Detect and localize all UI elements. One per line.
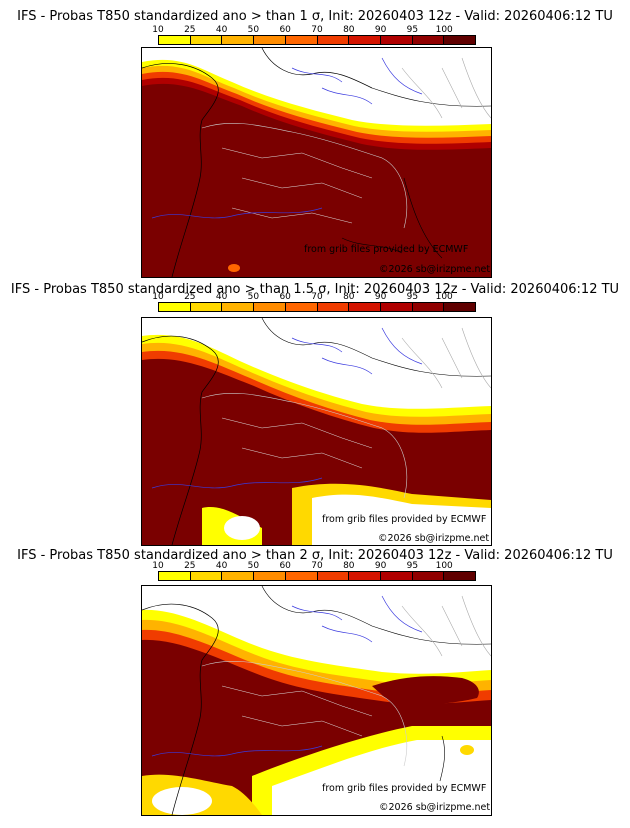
colorbar-segment [254,303,286,311]
colorbar-tick-label: 95 [406,292,419,302]
copyright: ©2026 sb@irizpme.net [379,264,491,275]
colorbar [158,571,476,581]
colorbar-segment [285,36,318,44]
colorbar-segment [317,572,350,580]
colorbar-tick-label: 100 [435,292,453,302]
colorbar-ticks: 10 25 40 50 60 70 80 90 95 100 [152,561,476,571]
data-credit: from grib files provided by ECMWF [322,783,487,794]
copyright: ©2026 sb@irizpme.net [378,533,490,544]
colorbar-tick-label: 25 [184,25,196,35]
colorbar-tick-label: 10 [152,292,164,302]
colorbar-tick-label: 80 [343,561,355,571]
panel-title: IFS - Probas T850 standardized ano > tha… [17,9,613,24]
colorbar-segment [349,572,381,580]
copyright: ©2026 sb@irizpme.net [379,802,491,813]
colorbar-tick-label: 25 [184,292,196,302]
probability-map [141,585,492,816]
colorbar-tick-label: 90 [374,561,387,571]
panel-title: IFS - Probas T850 standardized ano > tha… [17,548,613,563]
colorbar-segment [412,572,445,580]
colorbar-ticks: 10 25 40 50 60 70 80 90 95 100 [152,25,476,35]
colorbar [158,302,476,312]
colorbar-segment [380,36,413,44]
colorbar-segment [190,572,223,580]
probability-map [141,47,492,278]
colorbar-tick-label: 80 [343,292,355,302]
colorbar-segment [412,36,445,44]
colorbar-segment [285,572,318,580]
colorbar-segment [317,36,350,44]
colorbar-segment [159,36,191,44]
colorbar-tick-label: 10 [152,561,164,571]
data-credit: from grib files provided by ECMWF [322,514,487,525]
colorbar-tick-label: 50 [247,292,260,302]
colorbar-tick-label: 70 [311,25,323,35]
colorbar-segment [349,303,381,311]
colorbar-tick-label: 95 [406,561,419,571]
probability-map [141,317,492,546]
colorbar-tick-label: 40 [215,292,228,302]
colorbar-tick-label: 80 [343,25,355,35]
colorbar-segment [444,36,476,44]
colorbar-tick-label: 90 [374,292,387,302]
colorbar-segment [254,36,286,44]
colorbar-tick-label: 70 [311,561,323,571]
colorbar-segment [222,303,255,311]
colorbar-segment [380,572,413,580]
colorbar-segment [444,572,476,580]
data-credit: from grib files provided by ECMWF [304,244,469,255]
colorbar-tick-label: 70 [311,292,323,302]
colorbar-segment [285,303,318,311]
colorbar-tick-label: 100 [435,561,453,571]
colorbar-tick-label: 25 [184,561,196,571]
colorbar-segment [254,572,286,580]
colorbar-tick-label: 40 [215,25,228,35]
colorbar-tick-label: 95 [406,25,419,35]
colorbar-segment [412,303,445,311]
colorbar-ticks: 10 25 40 50 60 70 80 90 95 100 [152,292,476,302]
colorbar-tick-label: 60 [279,561,291,571]
colorbar-segment [222,572,255,580]
colorbar-tick-label: 40 [215,561,228,571]
colorbar-segment [190,36,223,44]
colorbar-segment [380,303,413,311]
colorbar-segment [190,303,223,311]
panel-title: IFS - Probas T850 standardized ano > tha… [10,282,620,297]
colorbar-segment [159,572,191,580]
colorbar-segment [349,36,381,44]
colorbar-tick-label: 60 [279,25,291,35]
colorbar-tick-label: 60 [279,292,291,302]
colorbar-segment [159,303,191,311]
colorbar-tick-label: 50 [247,561,260,571]
colorbar-tick-label: 90 [374,25,387,35]
colorbar-segment [444,303,476,311]
colorbar-segment [222,36,255,44]
colorbar-segment [317,303,350,311]
colorbar-tick-label: 100 [435,25,453,35]
colorbar [158,35,476,45]
colorbar-tick-label: 50 [247,25,260,35]
colorbar-tick-label: 10 [152,25,164,35]
